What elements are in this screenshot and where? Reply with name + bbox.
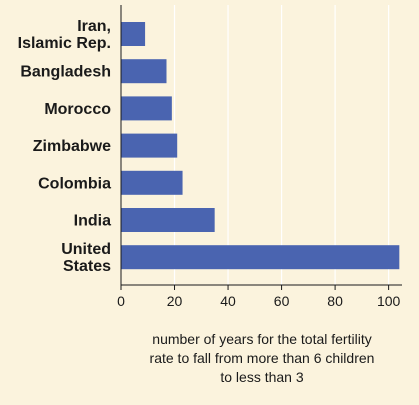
x-tick-label: 60 [274,293,290,309]
category-label: Iran, [77,18,111,35]
bar [121,22,146,46]
x-axis-label-line: rate to fall from more than 6 children [150,350,375,366]
bar [121,96,172,121]
x-axis-label-line: to less than 3 [220,369,303,385]
category-label: Colombia [38,175,111,192]
tick-labels: 0 20 40 60 80 100 [117,293,400,309]
bar [121,133,178,158]
axes [120,5,402,290]
x-tick-label: 20 [167,293,183,309]
bar [121,170,183,195]
x-axis-label-line: number of years for the total fertility [152,331,371,347]
grid-lines [173,5,390,285]
x-tick-label: 80 [327,293,343,309]
bar [121,245,400,270]
bar [121,59,167,84]
category-labels: Iran,Islamic Rep. Bangladesh Morocco Zimbab… [18,18,112,275]
category-label: Bangladesh [20,64,111,81]
bars [121,22,400,270]
x-tick-label: 100 [377,293,401,309]
category-label: Zimbabwe [33,138,111,155]
category-label: States [63,258,111,275]
category-label: United [61,241,111,258]
category-label: Morocco [44,101,111,118]
category-label: Islamic Rep. [18,35,111,52]
category-label: India [74,213,111,230]
x-tick-label: 0 [117,293,125,309]
x-tick-label: 40 [220,293,236,309]
bar [121,208,215,232]
x-axis-label: number of years for the total fertility r… [150,331,375,385]
